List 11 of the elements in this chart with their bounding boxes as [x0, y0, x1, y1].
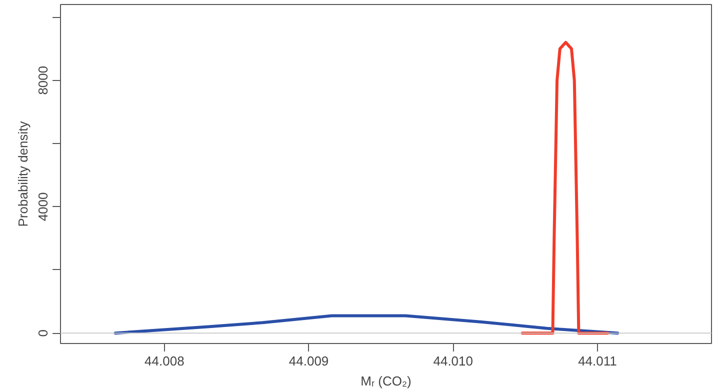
y-axis-title: Probability density	[16, 120, 30, 227]
x-axis-title: Mᵣ (CO₂)	[360, 374, 412, 388]
y-tick-label: 4000	[36, 192, 50, 222]
line-series	[520, 40, 610, 335]
x-tick-label: 44.009	[288, 354, 329, 368]
line-series	[114, 314, 620, 335]
y-tick-label: 8000	[36, 66, 50, 95]
x-tick-label: 44.010	[433, 354, 474, 368]
y-tick-label: 0	[36, 329, 50, 337]
x-tick-label: 44.008	[144, 354, 184, 368]
x-tick-label: 44.011	[578, 354, 617, 368]
